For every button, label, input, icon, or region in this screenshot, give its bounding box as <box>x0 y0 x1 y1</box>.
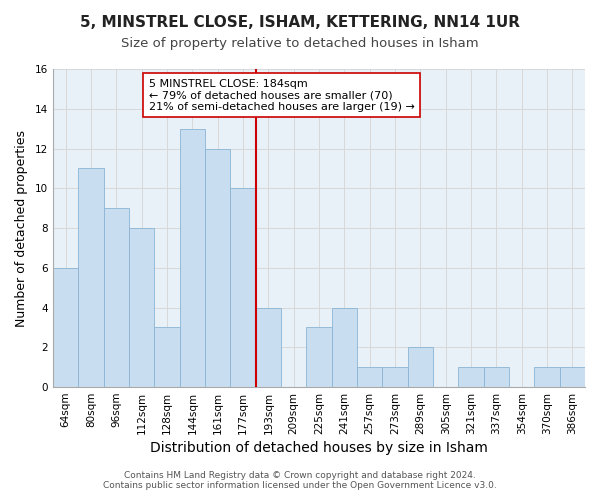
Bar <box>484 367 509 387</box>
Bar <box>458 367 484 387</box>
Text: 5, MINSTREL CLOSE, ISHAM, KETTERING, NN14 1UR: 5, MINSTREL CLOSE, ISHAM, KETTERING, NN1… <box>80 15 520 30</box>
Y-axis label: Number of detached properties: Number of detached properties <box>15 130 28 326</box>
Text: Size of property relative to detached houses in Isham: Size of property relative to detached ho… <box>121 38 479 51</box>
Text: 5 MINSTREL CLOSE: 184sqm
← 79% of detached houses are smaller (70)
21% of semi-d: 5 MINSTREL CLOSE: 184sqm ← 79% of detach… <box>149 78 415 112</box>
Bar <box>104 208 129 387</box>
Bar <box>256 308 281 387</box>
Bar <box>180 128 205 387</box>
Bar <box>382 367 407 387</box>
Bar <box>79 168 104 387</box>
Bar <box>205 148 230 387</box>
Bar <box>332 308 357 387</box>
Bar <box>154 328 180 387</box>
Bar <box>560 367 585 387</box>
Bar <box>129 228 154 387</box>
Bar <box>407 348 433 387</box>
Bar <box>53 268 79 387</box>
Bar <box>357 367 382 387</box>
Bar <box>535 367 560 387</box>
Bar <box>307 328 332 387</box>
Bar <box>230 188 256 387</box>
X-axis label: Distribution of detached houses by size in Isham: Distribution of detached houses by size … <box>150 441 488 455</box>
Text: Contains HM Land Registry data © Crown copyright and database right 2024.
Contai: Contains HM Land Registry data © Crown c… <box>103 470 497 490</box>
